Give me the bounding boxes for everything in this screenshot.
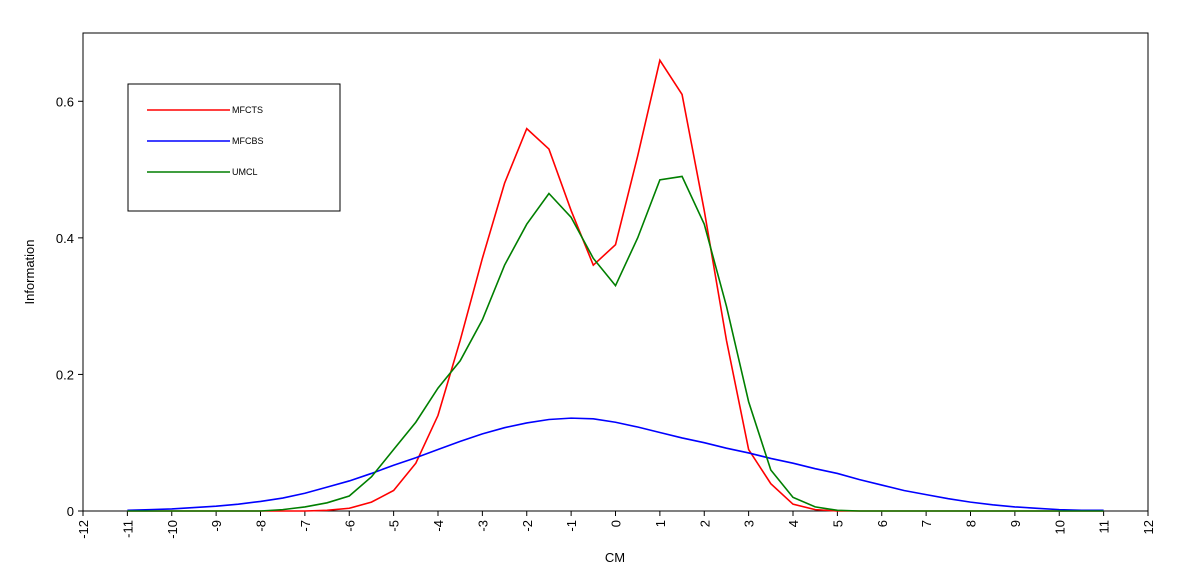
legend-label: UMCL: [232, 167, 258, 177]
x-tick-label: -5: [387, 520, 402, 532]
x-tick-label: -4: [431, 520, 446, 532]
legend-label: MFCBS: [232, 136, 264, 146]
y-tick-label: 0.6: [56, 94, 74, 109]
x-tick-label: 0: [609, 520, 624, 527]
legend-label: MFCTS: [232, 105, 263, 115]
x-tick-label: -12: [76, 520, 91, 539]
x-tick-label: 9: [1008, 520, 1023, 527]
x-tick-label: 8: [964, 520, 979, 527]
legend-box: [127, 83, 341, 212]
x-tick-label: 11: [1097, 520, 1112, 534]
x-tick-label: -1: [564, 520, 579, 532]
x-tick-label: -11: [120, 520, 135, 538]
x-tick-label: 3: [742, 520, 757, 527]
x-tick-label: -9: [209, 520, 224, 532]
x-tick-label: 4: [786, 520, 801, 527]
line-series: [127, 417, 1104, 512]
x-axis-label: CM: [605, 550, 625, 565]
x-tick-label: -3: [475, 520, 490, 532]
y-tick-label: 0.2: [56, 367, 74, 382]
x-tick-label: -6: [342, 520, 357, 532]
y-tick-label: 0.4: [56, 231, 74, 246]
x-tick-label: -7: [298, 520, 313, 532]
y-axis-label: Information: [22, 239, 37, 304]
x-tick-label: 7: [919, 520, 934, 527]
x-tick-label: 12: [1141, 520, 1156, 534]
x-tick-label: -8: [254, 520, 269, 532]
x-tick-label: 6: [875, 520, 890, 527]
x-tick-label: 5: [830, 520, 845, 527]
line-series: [127, 175, 1104, 512]
x-tick-label: 2: [697, 520, 712, 527]
y-tick-label: 0: [67, 504, 74, 519]
x-tick-label: -10: [165, 520, 180, 539]
x-tick-label: 1: [653, 520, 668, 527]
x-tick-label: -2: [520, 520, 535, 532]
x-tick-label: 10: [1052, 520, 1067, 534]
